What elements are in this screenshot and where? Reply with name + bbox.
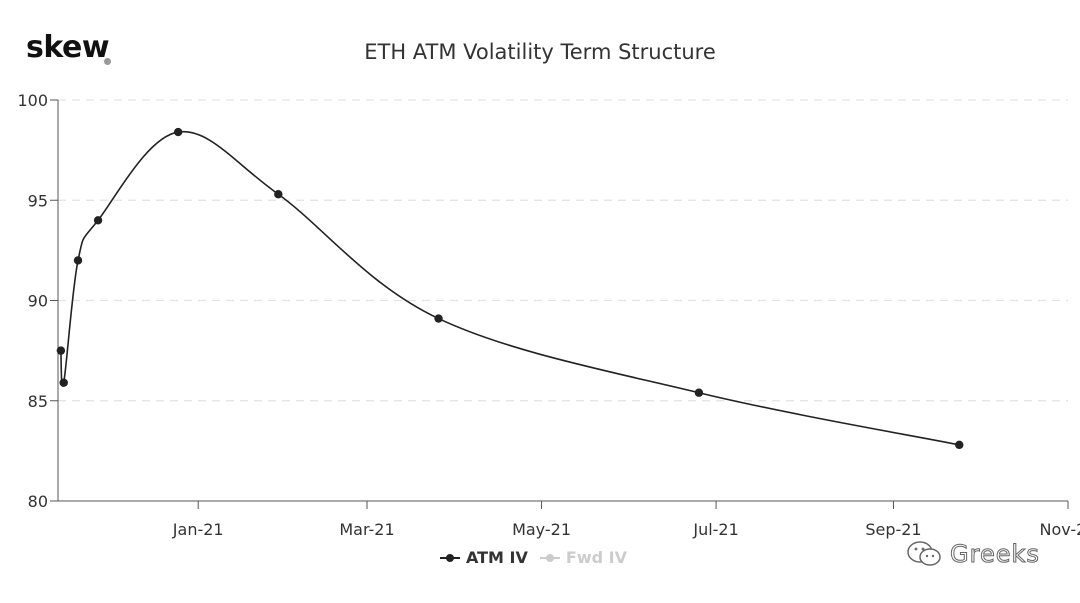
legend: ATM IV Fwd IV (440, 548, 639, 567)
data-point-6 (434, 314, 443, 323)
y-axis-ticks: 80 85 90 95 100 (17, 91, 58, 511)
data-point-1 (59, 378, 68, 387)
x-tick-label-4: Sep-21 (865, 520, 921, 539)
chart-title: ETH ATM Volatility Term Structure (364, 40, 716, 64)
watermark: Greeks (906, 540, 1040, 569)
data-point-3 (93, 216, 103, 225)
legend-swatch-atm-iv (440, 552, 460, 564)
y-tick-label-85: 85 (28, 392, 48, 411)
y-tick-label-95: 95 (28, 191, 48, 210)
legend-swatch-fwd-iv (539, 552, 560, 564)
y-tick-label-100: 100 (17, 91, 48, 110)
legend-item-fwd-iv[interactable]: Fwd IV (539, 548, 627, 567)
legend-item-atm-iv[interactable]: ATM IV (440, 548, 528, 567)
x-tick-label-2: May-21 (512, 520, 571, 539)
watermark-text: Greeks (950, 540, 1040, 569)
x-axis-ticks: Jan-21 Mar-21 May-21 Jul-21 Sep-21 Nov-21 (172, 501, 1080, 539)
data-point-2 (73, 256, 83, 265)
legend-label-fwd-iv: Fwd IV (565, 548, 627, 567)
data-point-0 (56, 346, 66, 355)
series-layer (56, 127, 964, 450)
data-point-7 (694, 388, 704, 397)
series-line-atm-iv (60, 130, 960, 446)
x-tick-label-1: Mar-21 (339, 520, 394, 539)
data-point-8 (955, 440, 964, 450)
x-tick-label-0: Jan-21 (172, 520, 224, 539)
skew-logo: skew (26, 30, 110, 65)
x-tick-label-5: Nov-21 (1040, 520, 1080, 539)
y-tick-label-80: 80 (28, 492, 48, 511)
logo-text: skew (26, 30, 110, 65)
x-tick-label-3: Jul-21 (692, 520, 738, 539)
logo-dot (104, 58, 111, 65)
wechat-icon (907, 541, 941, 566)
data-point-4 (173, 127, 183, 137)
legend-label-atm-iv: ATM IV (466, 548, 528, 567)
grid-lines (58, 99, 1068, 402)
data-point-5 (274, 190, 283, 199)
y-tick-label-90: 90 (28, 292, 48, 311)
